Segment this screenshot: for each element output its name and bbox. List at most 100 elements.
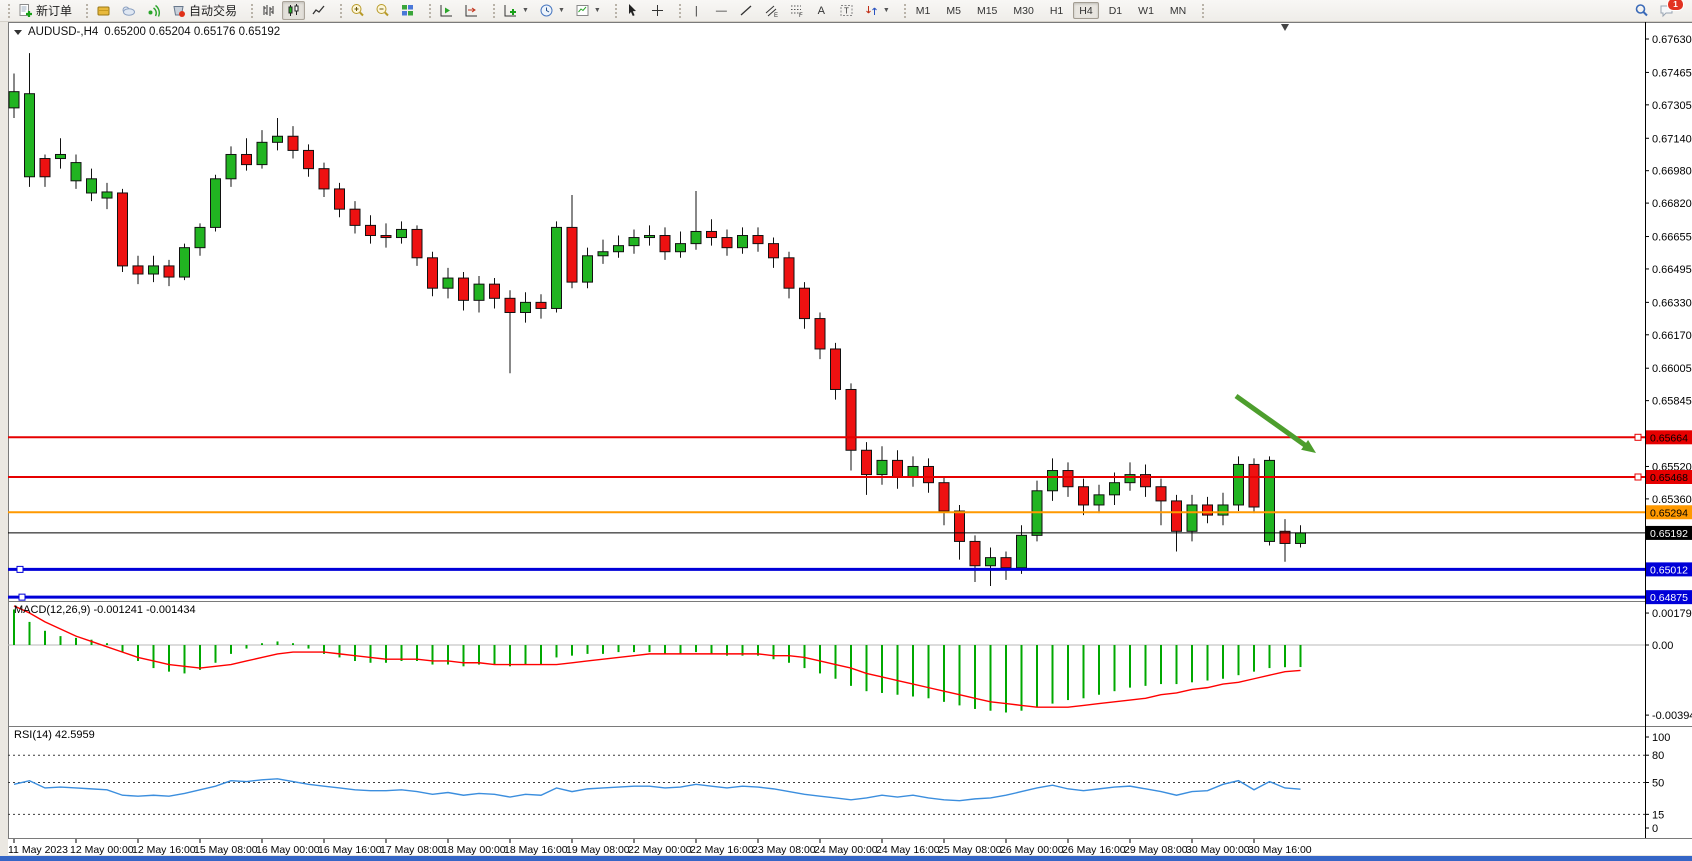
level-price-label-text: 0.65294 — [1650, 507, 1688, 519]
horizontal-line-tool-button[interactable]: — — [710, 1, 733, 20]
dropdown-caret[interactable]: ▼ — [882, 7, 890, 14]
toolbar-grip — [423, 3, 432, 18]
period-button[interactable]: ▼ — [535, 1, 569, 20]
search-button[interactable] — [1630, 1, 1653, 20]
candle — [101, 191, 113, 199]
candle — [1295, 532, 1306, 544]
cursor-tool-button[interactable] — [621, 1, 644, 20]
market-watch-button[interactable] — [92, 1, 115, 20]
line-chart-icon — [312, 5, 325, 15]
chart-title: AUDUSD-,H4 0.65200 0.65204 0.65176 0.651… — [14, 26, 280, 38]
new-order-label: 新订单 — [36, 4, 73, 18]
line-anchor-handle[interactable] — [18, 593, 26, 601]
dropdown-caret[interactable]: ▼ — [593, 7, 601, 14]
trendline-tool-button[interactable] — [735, 1, 758, 20]
algo-trading-button[interactable]: 自动交易 — [167, 1, 241, 20]
rsi-scale-label: 80 — [1652, 750, 1664, 762]
notifications-button[interactable]: 1 — [1655, 0, 1684, 20]
trendline-icon — [740, 5, 752, 16]
macd-bar — [509, 645, 511, 667]
macd-bar — [276, 641, 279, 645]
fibonacci-icon: F — [790, 5, 803, 18]
candle — [830, 348, 841, 390]
level-price-label-text: 0.65012 — [1650, 564, 1688, 576]
candle — [814, 318, 826, 350]
macd-bar — [59, 636, 62, 645]
time-axis-label: 16 May 00:00 — [256, 844, 320, 856]
line-anchor-handle[interactable] — [16, 565, 24, 573]
notification-badge: 1 — [1667, 0, 1684, 11]
candle — [458, 277, 469, 301]
vertical-line-tool-button[interactable]: | — [685, 1, 708, 20]
text-label-tool-button[interactable]: T — [835, 1, 858, 20]
macd-bar — [1268, 645, 1271, 669]
chart-shift-button[interactable] — [460, 1, 483, 20]
candle — [938, 482, 950, 512]
candle — [1000, 557, 1012, 569]
clock-icon — [540, 4, 553, 17]
macd-bar — [354, 645, 356, 661]
level-price-label — [1646, 430, 1692, 445]
candle — [1217, 504, 1229, 516]
macd-bar — [1237, 645, 1240, 676]
macd-histogram — [13, 609, 1302, 713]
trend-arrow-annotation[interactable] — [1234, 393, 1310, 450]
timeframe-d1-button[interactable]: D1 — [1108, 4, 1123, 17]
channel-icon: E — [765, 5, 778, 18]
text-tool-button[interactable]: A — [810, 1, 833, 20]
candle — [1233, 463, 1244, 506]
line-anchor-handle[interactable] — [1634, 473, 1642, 481]
chart-menu-caret[interactable] — [14, 29, 22, 35]
tile-windows-button[interactable] — [396, 1, 419, 20]
dropdown-caret[interactable]: ▼ — [522, 7, 529, 14]
zoom-in-button[interactable] — [346, 1, 369, 20]
arrows-icon — [865, 6, 877, 15]
zoom-out-button[interactable] — [371, 1, 394, 20]
time-axis-label: 18 May 00:00 — [442, 844, 506, 856]
chart-shift-marker[interactable] — [1281, 24, 1289, 31]
timeframe-w1-button[interactable]: W1 — [1138, 4, 1154, 17]
rsi-scale-label: 100 — [1652, 732, 1670, 744]
bar-chart-mode-button[interactable] — [257, 1, 280, 20]
fibonacci-tool-button[interactable]: F — [785, 1, 808, 20]
candle — [39, 158, 51, 178]
template-icon — [576, 5, 589, 16]
auto-scroll-button[interactable] — [435, 1, 458, 20]
macd-bar — [431, 645, 434, 665]
crosshair-icon — [651, 5, 663, 16]
timeframe-m5-button[interactable]: M5 — [946, 4, 961, 17]
timeframe-h4-button[interactable]: H4 — [1073, 2, 1099, 19]
timeframe-m15-button[interactable]: M15 — [976, 4, 998, 17]
timeframe-m1-button[interactable]: M1 — [915, 4, 931, 17]
signal-icon — [148, 4, 160, 17]
text-icon: A — [817, 4, 826, 17]
timeframe-m30-button[interactable]: M30 — [1013, 4, 1034, 17]
crosshair-tool-button[interactable] — [646, 1, 669, 20]
candle — [272, 135, 283, 143]
candle — [969, 540, 981, 567]
macd-bar — [1144, 645, 1147, 686]
candle — [148, 265, 159, 275]
add-indicator-button[interactable]: ▼ — [499, 1, 533, 20]
timeframe-h1-button[interactable]: H1 — [1049, 4, 1064, 17]
line-chart-mode-button[interactable] — [307, 1, 330, 20]
macd-bar — [1067, 645, 1069, 701]
arrows-tool-button[interactable]: ▼ — [860, 1, 894, 20]
new-order-icon — [19, 4, 32, 17]
timeframe-mn-button[interactable]: MN — [1169, 4, 1187, 17]
virtual-hosting-button[interactable] — [117, 1, 140, 20]
svg-text:T: T — [844, 7, 849, 16]
dropdown-caret[interactable]: ▼ — [557, 7, 565, 14]
template-button[interactable]: ▼ — [571, 1, 605, 20]
equidistant-channel-tool-button[interactable]: E — [760, 1, 783, 20]
candlestick-mode-button[interactable] — [282, 1, 306, 20]
signals-button[interactable] — [142, 1, 165, 20]
line-anchor-handle[interactable] — [1634, 433, 1642, 441]
candle — [303, 149, 314, 170]
time-axis-label: 22 May 00:00 — [628, 844, 692, 856]
add-indicator-icon — [504, 5, 517, 17]
auto-scroll-icon — [440, 5, 453, 17]
new-order-button[interactable]: 新订单 — [14, 1, 76, 20]
candle — [504, 297, 516, 314]
